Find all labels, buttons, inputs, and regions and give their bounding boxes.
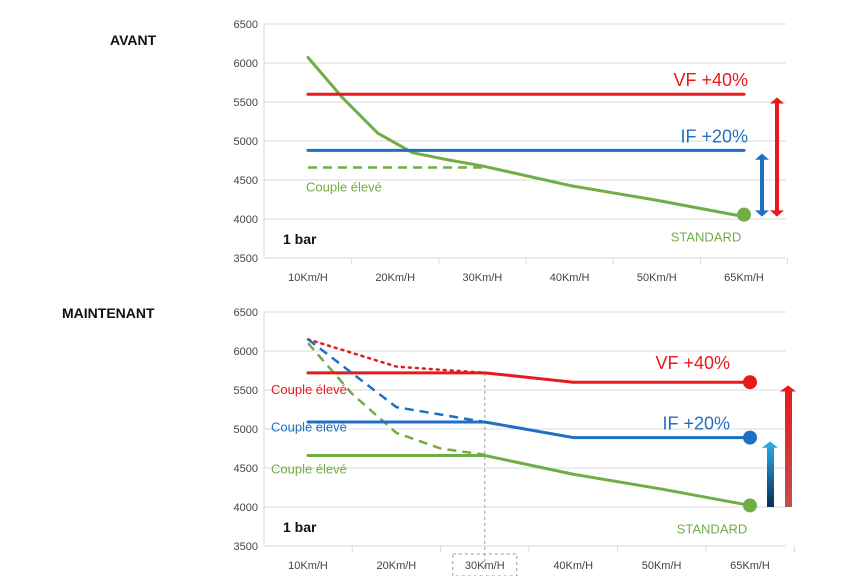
avant-y-tick-label: 5500 [234,97,258,109]
maintenant-pressure-label: 1 bar [283,519,317,535]
maintenant-couple-red-label: Couple élevé [271,382,347,397]
maintenant-y-tick-label: 6500 [234,307,258,319]
avant-vf-label: VF +40% [673,70,748,90]
maintenant-standard-label: STANDARD [677,521,748,536]
avant-vf-arrow-head-up [770,97,784,104]
maintenant-y-tick-label: 5000 [234,424,258,436]
maintenant-couple-green-label: Couple élevé [271,461,347,476]
avant-x-tick-label: 50Km/H [637,272,677,284]
maintenant-x-tick-label: 40Km/H [553,560,593,572]
maintenant-standard-marker [743,498,757,513]
avant-x-tick-label: 65Km/H [724,272,764,284]
maintenant-vf-marker [743,375,757,390]
maintenant-series-red-dotted [306,338,487,375]
avant-x-tick-label: 20Km/H [375,272,415,284]
maintenant-y-tick-label: 4500 [234,463,258,475]
avant-standard-label: STANDARD [671,230,742,245]
maintenant-y-tick-label: 6000 [234,346,258,358]
maintenant-y-tick-label: 5500 [234,385,258,397]
avant-x-tick-label: 30Km/H [463,272,503,284]
maintenant-vf-arrow-head [780,385,796,392]
maintenant-series-green-dashed [307,342,485,456]
avant-y-tick-label: 4500 [234,175,258,187]
avant-y-tick-label: 6000 [234,58,258,70]
maintenant-if-arrow-shaft [767,446,774,507]
maintenant-x-tick-label: 20Km/H [377,560,417,572]
avant-y-tick-label: 5000 [234,136,258,148]
avant-y-tick-label: 6500 [234,19,258,31]
maintenant-if-arrow-head [762,441,778,448]
avant-pressure-label: 1 bar [283,231,317,247]
maintenant-if-marker [743,430,757,445]
title-maintenant: MAINTENANT [62,305,155,321]
maintenant-highlight-box [452,553,518,576]
maintenant-series-vf [306,371,752,384]
avant-couple-label: Couple élevé [306,180,382,195]
avant-if-label: IF +20% [680,126,748,146]
maintenant-y-tick-label: 3500 [234,541,258,553]
avant-y-tick-label: 4000 [234,214,258,226]
avant-series-standard [306,56,746,219]
maintenant-couple-blue-label: Couple élevé [271,419,347,434]
avant-if-arrow-head-up [755,153,769,160]
maintenant-series-if [306,420,752,440]
maintenant-y-tick-label: 4000 [234,502,258,514]
maintenant-series-standard [306,454,752,507]
maintenant-x-tick-label: 50Km/H [642,560,682,572]
maintenant-series-blue-dashed [307,338,486,424]
avant-standard-marker [737,207,751,222]
maintenant-vf-label: VF +40% [655,353,730,373]
avant-x-tick-label: 10Km/H [288,272,328,284]
maintenant-if-label: IF +20% [662,414,730,434]
avant-vf-arrow-head-down [770,210,784,217]
avant-x-tick-label: 40Km/H [550,272,590,284]
maintenant-vf-arrow-shaft [785,390,792,507]
title-avant: AVANT [110,32,157,48]
avant-y-tick-label: 3500 [234,253,258,265]
maintenant-x-tick-label: 65Km/H [730,560,770,572]
avant-if-arrow-head-down [755,210,769,217]
maintenant-x-tick-label: 10Km/H [288,560,328,572]
